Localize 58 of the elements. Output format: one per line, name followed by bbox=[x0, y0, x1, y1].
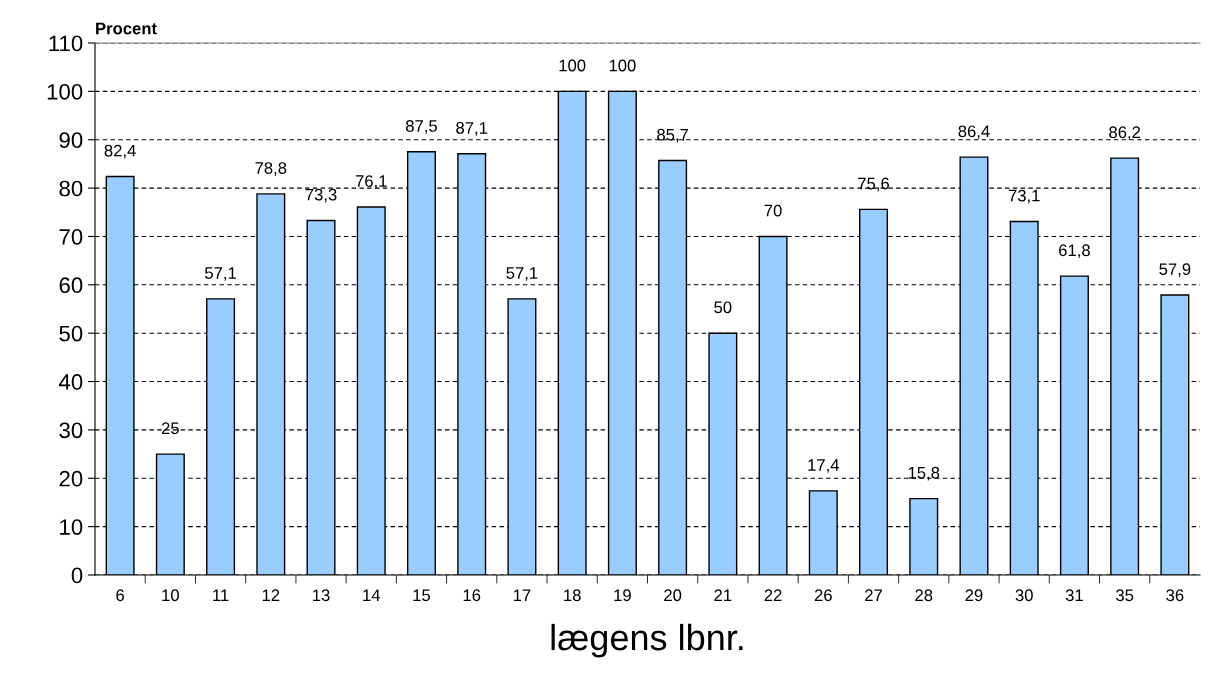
data-label: 75,6 bbox=[858, 177, 890, 192]
y-tick-label: 60 bbox=[59, 277, 83, 294]
x-tick-label: 28 bbox=[915, 589, 933, 602]
data-label: 50 bbox=[714, 301, 732, 314]
x-tick-label: 13 bbox=[313, 589, 330, 602]
y-axis-title: Procent bbox=[96, 22, 157, 35]
data-label: 85,7 bbox=[657, 128, 688, 143]
data-label: 87,1 bbox=[456, 121, 488, 136]
x-tick-label: 14 bbox=[363, 589, 381, 601]
x-tick-label: 27 bbox=[865, 589, 882, 601]
data-label: 70 bbox=[764, 204, 782, 217]
data-label: 15,8 bbox=[908, 466, 940, 481]
data-label: 57,1 bbox=[506, 267, 538, 281]
y-tick-label: 40 bbox=[58, 374, 83, 390]
data-label: 82,4 bbox=[104, 144, 136, 159]
x-tick-label: 30 bbox=[1015, 589, 1033, 602]
data-label: 86,4 bbox=[958, 125, 990, 140]
x-tick-label: 17 bbox=[513, 589, 531, 601]
x-tick-label: 11 bbox=[213, 589, 229, 601]
x-tick-label: 31 bbox=[1065, 589, 1083, 602]
y-tick-label: 70 bbox=[59, 228, 83, 245]
data-label: 17,4 bbox=[808, 459, 840, 473]
x-tick-label: 21 bbox=[714, 589, 732, 601]
x-tick-label: 22 bbox=[764, 589, 782, 601]
y-tick-label: 90 bbox=[59, 132, 83, 148]
data-label: 100 bbox=[559, 59, 586, 72]
y-tick-label: 0 bbox=[71, 567, 83, 584]
x-tick-label: 36 bbox=[1166, 589, 1184, 602]
x-tick-label: 12 bbox=[262, 589, 280, 601]
data-label: 100 bbox=[609, 59, 636, 72]
x-tick-label: 20 bbox=[664, 589, 682, 602]
data-label: 73,3 bbox=[305, 188, 337, 203]
data-label: 87,5 bbox=[405, 120, 437, 134]
y-tick-label: 30 bbox=[59, 422, 83, 439]
x-tick-label: 10 bbox=[162, 589, 179, 602]
y-tick-label: 10 bbox=[60, 519, 83, 535]
data-label: 73,1 bbox=[1008, 189, 1040, 204]
x-tick-label: 19 bbox=[614, 589, 631, 602]
x-tick-label: 18 bbox=[564, 589, 581, 602]
data-label: 61,8 bbox=[1059, 244, 1090, 259]
x-tick-label: 16 bbox=[463, 589, 481, 602]
data-label: 57,9 bbox=[1159, 263, 1191, 277]
x-tick-label: 6 bbox=[116, 589, 125, 602]
x-tick-label: 29 bbox=[965, 589, 983, 602]
data-label: 78,8 bbox=[255, 162, 287, 176]
y-tick-label: 20 bbox=[59, 470, 83, 487]
data-label: 76,1 bbox=[355, 175, 387, 189]
y-tick-label: 80 bbox=[59, 180, 83, 197]
data-label: 25 bbox=[161, 422, 179, 435]
data-label: 86,2 bbox=[1109, 126, 1141, 141]
x-tick-label: 35 bbox=[1116, 589, 1134, 602]
x-axis-title: lægens lbnr. bbox=[551, 623, 743, 658]
data-label: 57,1 bbox=[205, 267, 236, 281]
x-tick-label: 15 bbox=[413, 589, 431, 602]
y-tick-label: 100 bbox=[47, 83, 83, 100]
y-tick-label: 110 bbox=[49, 35, 83, 52]
x-tick-label: 26 bbox=[814, 589, 832, 602]
y-tick-label: 50 bbox=[59, 325, 83, 342]
